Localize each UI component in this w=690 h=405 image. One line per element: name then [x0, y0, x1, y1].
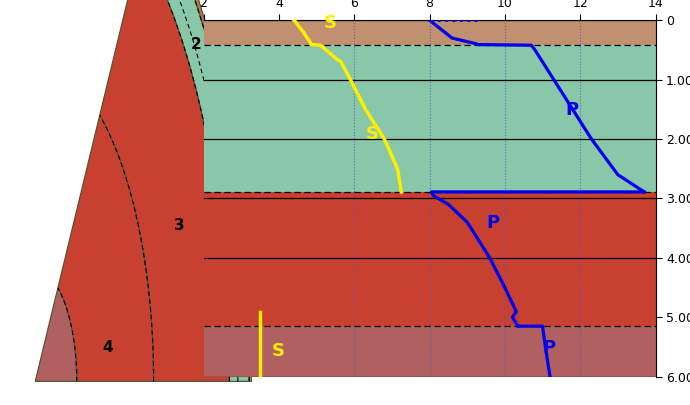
Text: S: S — [366, 125, 379, 143]
Text: 4: 4 — [103, 339, 113, 354]
Text: 2: 2 — [190, 37, 201, 52]
Text: P: P — [486, 214, 499, 232]
Text: P: P — [542, 339, 555, 357]
Bar — [204, 20, 656, 45]
Wedge shape — [152, 0, 252, 382]
Wedge shape — [100, 0, 229, 382]
Bar — [204, 45, 656, 192]
Text: P: P — [565, 101, 578, 119]
Text: S: S — [271, 342, 284, 360]
Wedge shape — [58, 115, 154, 382]
Bar — [204, 192, 656, 326]
Text: S: S — [324, 14, 337, 32]
Bar — [204, 326, 656, 377]
Wedge shape — [141, 0, 249, 382]
Wedge shape — [35, 288, 77, 382]
Text: 3: 3 — [174, 218, 185, 233]
